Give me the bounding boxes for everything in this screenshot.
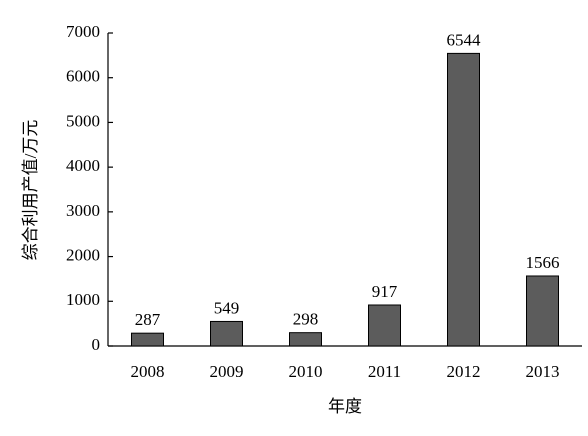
y-tick-label: 6000 <box>66 67 100 86</box>
bar <box>368 304 401 347</box>
x-tick-label: 2011 <box>368 362 401 381</box>
x-tick-label: 2012 <box>447 362 481 381</box>
data-label: 6544 <box>447 30 482 49</box>
bar <box>210 320 243 347</box>
y-tick-label: 1000 <box>66 290 100 309</box>
y-tick-label: 2000 <box>66 245 100 264</box>
x-tick-label: 2009 <box>210 362 244 381</box>
y-tick-label: 0 <box>92 335 101 354</box>
bar <box>526 275 559 347</box>
data-label: 1566 <box>526 253 560 272</box>
bar <box>447 52 480 347</box>
data-label: 298 <box>293 310 319 329</box>
bar <box>131 332 164 347</box>
data-label: 549 <box>214 298 240 317</box>
y-axis-label: 综合利用产值/万元 <box>21 120 40 261</box>
bar <box>289 332 322 347</box>
x-tick-label: 2013 <box>526 362 560 381</box>
x-tick-label: 2008 <box>131 362 165 381</box>
data-label: 287 <box>135 310 161 329</box>
x-axis-label: 年度 <box>328 397 362 416</box>
y-tick-label: 7000 <box>66 22 100 41</box>
y-tick-label: 4000 <box>66 156 100 175</box>
x-tick-label: 2010 <box>289 362 323 381</box>
y-tick-label: 5000 <box>66 111 100 130</box>
data-label: 917 <box>372 282 398 301</box>
y-tick-label: 3000 <box>66 201 100 220</box>
